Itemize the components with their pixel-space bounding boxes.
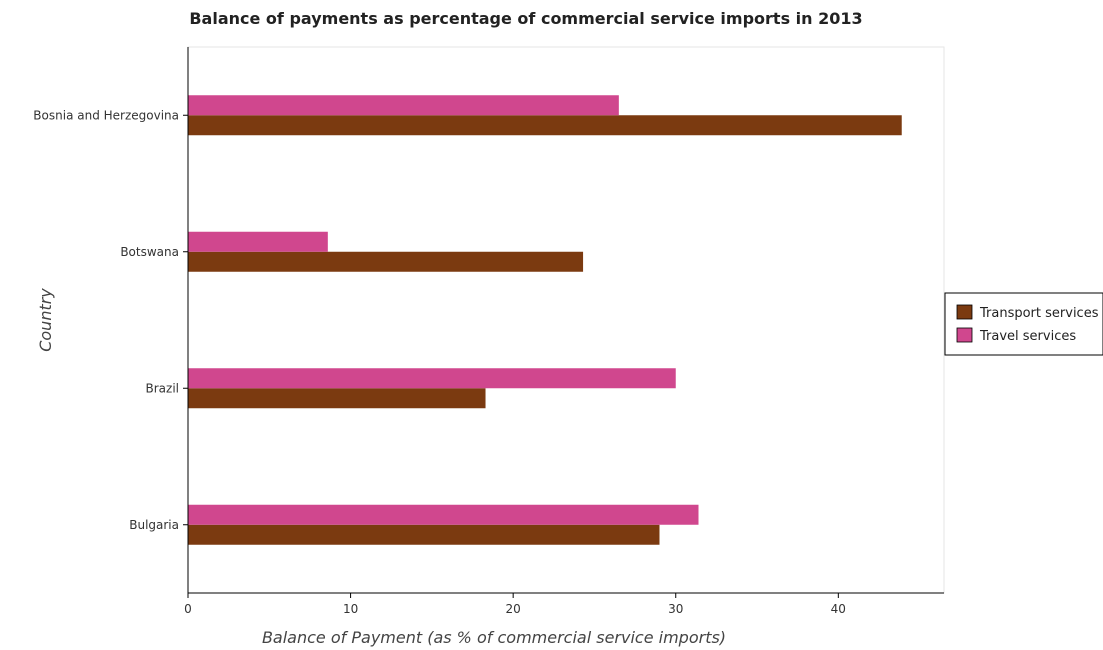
y-tick-label: Bulgaria bbox=[129, 518, 179, 532]
legend-box bbox=[944, 292, 1103, 356]
x-tick-label: 40 bbox=[831, 602, 846, 616]
y-tick-label: Botswana bbox=[120, 245, 179, 259]
chart-title: Balance of payments as percentage of com… bbox=[189, 9, 862, 28]
bar-transport-brazil bbox=[188, 388, 486, 409]
y-ticks: Bosnia and Herzegovina Botswana Brazil Bulg… bbox=[33, 108, 188, 532]
y-tick-label: Brazil bbox=[146, 381, 180, 395]
legend: Transport services Travel services bbox=[944, 292, 1103, 356]
bar-transport-bulgaria bbox=[188, 524, 660, 545]
legend-swatch-travel bbox=[956, 327, 973, 343]
legend-swatch-transport bbox=[956, 304, 973, 320]
bar-travel-botswana bbox=[188, 231, 328, 252]
bar-transport-botswana bbox=[188, 251, 584, 272]
x-tick-label: 30 bbox=[668, 602, 683, 616]
bar-travel-bosnia-and-herzegovina bbox=[188, 95, 619, 116]
plot-area bbox=[187, 46, 945, 594]
y-axis-label: Country bbox=[36, 288, 55, 352]
bar-travel-brazil bbox=[188, 368, 676, 389]
x-tick-label: 0 bbox=[184, 602, 192, 616]
y-tick-label: Bosnia and Herzegovina bbox=[33, 108, 179, 122]
x-tick-label: 20 bbox=[506, 602, 521, 616]
legend-label-transport: Transport services bbox=[979, 306, 1099, 321]
bars bbox=[188, 95, 902, 545]
bar-travel-bulgaria bbox=[188, 504, 699, 525]
x-axis-label: Balance of Payment (as % of commercial s… bbox=[262, 628, 726, 647]
x-ticks: 0 10 20 30 40 bbox=[184, 593, 846, 616]
x-tick-label: 10 bbox=[343, 602, 358, 616]
bar-transport-bosnia-and-herzegovina bbox=[188, 115, 902, 136]
legend-label-travel: Travel services bbox=[979, 329, 1076, 344]
